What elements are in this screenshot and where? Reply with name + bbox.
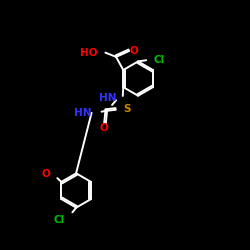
Text: HO: HO (80, 48, 98, 58)
Text: O: O (129, 46, 138, 56)
Text: Cl: Cl (153, 55, 164, 65)
Text: O: O (100, 123, 108, 133)
Text: HN: HN (74, 108, 92, 118)
Text: HN: HN (98, 93, 116, 103)
Text: O: O (42, 169, 50, 179)
Text: S: S (123, 104, 130, 114)
Text: Cl: Cl (53, 214, 64, 224)
